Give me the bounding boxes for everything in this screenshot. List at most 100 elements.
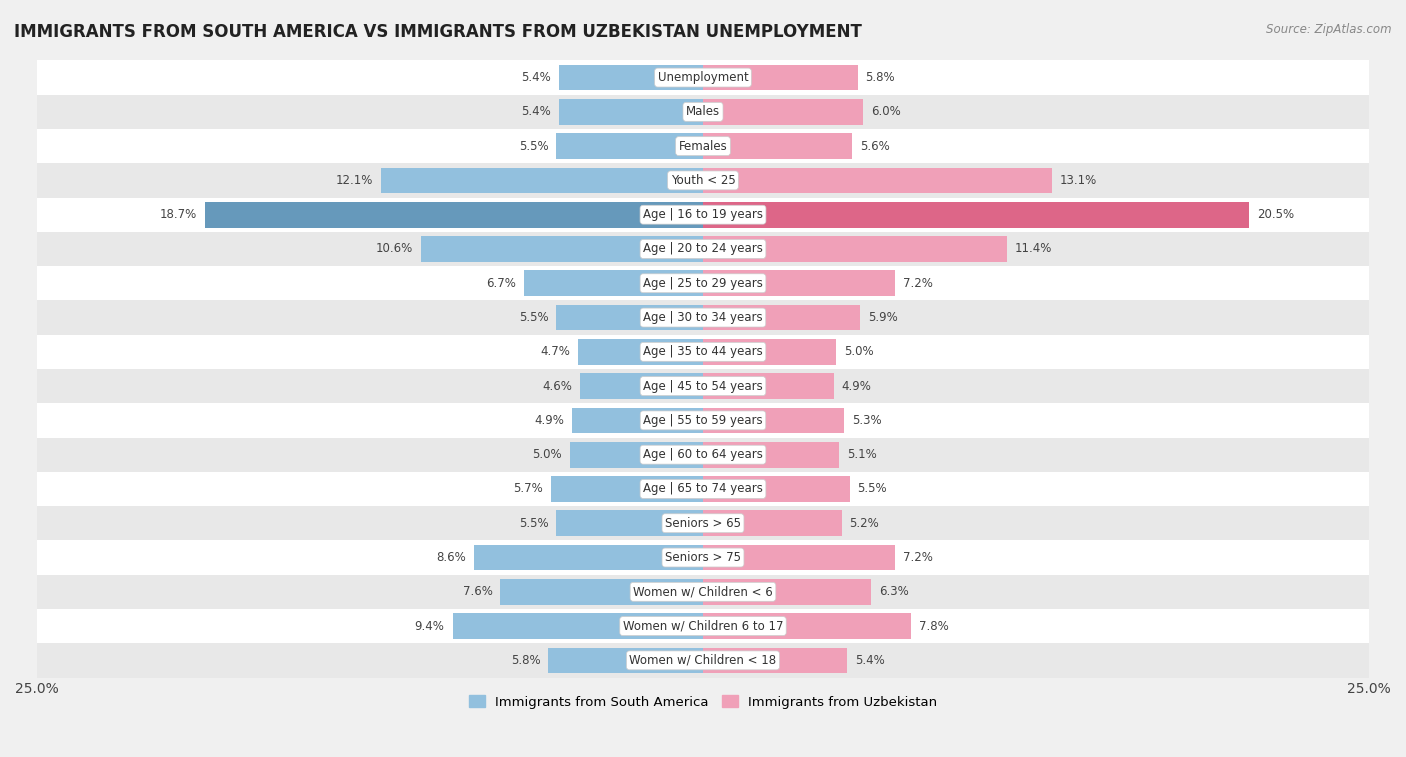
Bar xyxy=(703,579,870,605)
Text: 5.6%: 5.6% xyxy=(860,139,890,153)
Bar xyxy=(37,540,1369,575)
Text: 7.8%: 7.8% xyxy=(920,619,949,633)
Text: 5.0%: 5.0% xyxy=(531,448,562,461)
Text: 5.4%: 5.4% xyxy=(522,105,551,118)
Text: 7.2%: 7.2% xyxy=(903,551,932,564)
Text: 5.3%: 5.3% xyxy=(852,414,882,427)
Text: Age | 65 to 74 years: Age | 65 to 74 years xyxy=(643,482,763,496)
Bar xyxy=(557,133,703,159)
Text: Unemployment: Unemployment xyxy=(658,71,748,84)
Text: Seniors > 75: Seniors > 75 xyxy=(665,551,741,564)
Bar xyxy=(37,472,1369,506)
Bar xyxy=(581,373,703,399)
Bar xyxy=(37,198,1369,232)
Text: Age | 16 to 19 years: Age | 16 to 19 years xyxy=(643,208,763,221)
Text: 9.4%: 9.4% xyxy=(415,619,444,633)
Bar xyxy=(37,129,1369,164)
Text: 18.7%: 18.7% xyxy=(159,208,197,221)
Bar xyxy=(572,407,703,433)
Text: 5.8%: 5.8% xyxy=(510,654,540,667)
Bar xyxy=(524,270,703,296)
Bar xyxy=(37,95,1369,129)
Bar xyxy=(37,609,1369,643)
Bar xyxy=(474,545,703,570)
Text: 4.9%: 4.9% xyxy=(534,414,564,427)
Bar xyxy=(703,236,1007,262)
Bar xyxy=(703,373,834,399)
Bar xyxy=(548,647,703,673)
Text: 5.5%: 5.5% xyxy=(519,517,548,530)
Text: Age | 35 to 44 years: Age | 35 to 44 years xyxy=(643,345,763,358)
Bar xyxy=(578,339,703,365)
Bar xyxy=(703,545,894,570)
Text: Women w/ Children < 6: Women w/ Children < 6 xyxy=(633,585,773,598)
Text: 7.2%: 7.2% xyxy=(903,277,932,290)
Bar xyxy=(37,575,1369,609)
Text: 8.6%: 8.6% xyxy=(436,551,465,564)
Bar xyxy=(703,510,842,536)
Bar xyxy=(205,202,703,228)
Text: 20.5%: 20.5% xyxy=(1257,208,1295,221)
Bar xyxy=(37,506,1369,540)
Bar xyxy=(703,99,863,125)
Bar xyxy=(703,167,1052,193)
Bar xyxy=(703,270,894,296)
Bar xyxy=(37,232,1369,266)
Text: Males: Males xyxy=(686,105,720,118)
Bar xyxy=(703,133,852,159)
Text: 6.0%: 6.0% xyxy=(870,105,901,118)
Bar xyxy=(703,64,858,90)
Bar xyxy=(703,407,844,433)
Legend: Immigrants from South America, Immigrants from Uzbekistan: Immigrants from South America, Immigrant… xyxy=(464,690,942,714)
Text: 5.4%: 5.4% xyxy=(522,71,551,84)
Text: Age | 20 to 24 years: Age | 20 to 24 years xyxy=(643,242,763,255)
Text: 4.9%: 4.9% xyxy=(842,379,872,393)
Text: 7.6%: 7.6% xyxy=(463,585,492,598)
Bar xyxy=(560,64,703,90)
Bar xyxy=(37,403,1369,438)
Bar xyxy=(501,579,703,605)
Text: Youth < 25: Youth < 25 xyxy=(671,174,735,187)
Text: Source: ZipAtlas.com: Source: ZipAtlas.com xyxy=(1267,23,1392,36)
Text: Age | 30 to 34 years: Age | 30 to 34 years xyxy=(643,311,763,324)
Text: IMMIGRANTS FROM SOUTH AMERICA VS IMMIGRANTS FROM UZBEKISTAN UNEMPLOYMENT: IMMIGRANTS FROM SOUTH AMERICA VS IMMIGRA… xyxy=(14,23,862,41)
Text: 12.1%: 12.1% xyxy=(335,174,373,187)
Text: 5.2%: 5.2% xyxy=(849,517,879,530)
Text: Age | 55 to 59 years: Age | 55 to 59 years xyxy=(643,414,763,427)
Bar xyxy=(557,304,703,330)
Text: Age | 45 to 54 years: Age | 45 to 54 years xyxy=(643,379,763,393)
Bar xyxy=(569,442,703,468)
Bar xyxy=(37,369,1369,403)
Bar xyxy=(37,335,1369,369)
Bar xyxy=(703,613,911,639)
Text: 10.6%: 10.6% xyxy=(375,242,412,255)
Text: Seniors > 65: Seniors > 65 xyxy=(665,517,741,530)
Text: 5.4%: 5.4% xyxy=(855,654,884,667)
Text: Age | 25 to 29 years: Age | 25 to 29 years xyxy=(643,277,763,290)
Text: 5.9%: 5.9% xyxy=(868,311,898,324)
Text: 5.7%: 5.7% xyxy=(513,482,543,496)
Text: 5.8%: 5.8% xyxy=(866,71,896,84)
Text: 5.5%: 5.5% xyxy=(858,482,887,496)
Bar xyxy=(557,510,703,536)
Bar xyxy=(703,339,837,365)
Bar xyxy=(560,99,703,125)
Bar xyxy=(703,647,846,673)
Text: Women w/ Children 6 to 17: Women w/ Children 6 to 17 xyxy=(623,619,783,633)
Bar xyxy=(381,167,703,193)
Text: 11.4%: 11.4% xyxy=(1015,242,1052,255)
Text: 4.7%: 4.7% xyxy=(540,345,569,358)
Text: Females: Females xyxy=(679,139,727,153)
Text: 4.6%: 4.6% xyxy=(543,379,572,393)
Text: 6.3%: 6.3% xyxy=(879,585,908,598)
Text: 5.1%: 5.1% xyxy=(846,448,876,461)
Text: 5.0%: 5.0% xyxy=(844,345,875,358)
Bar xyxy=(703,304,860,330)
Bar xyxy=(453,613,703,639)
Bar xyxy=(551,476,703,502)
Text: 6.7%: 6.7% xyxy=(486,277,516,290)
Bar xyxy=(37,266,1369,301)
Bar xyxy=(37,643,1369,678)
Bar xyxy=(703,442,839,468)
Bar xyxy=(37,61,1369,95)
